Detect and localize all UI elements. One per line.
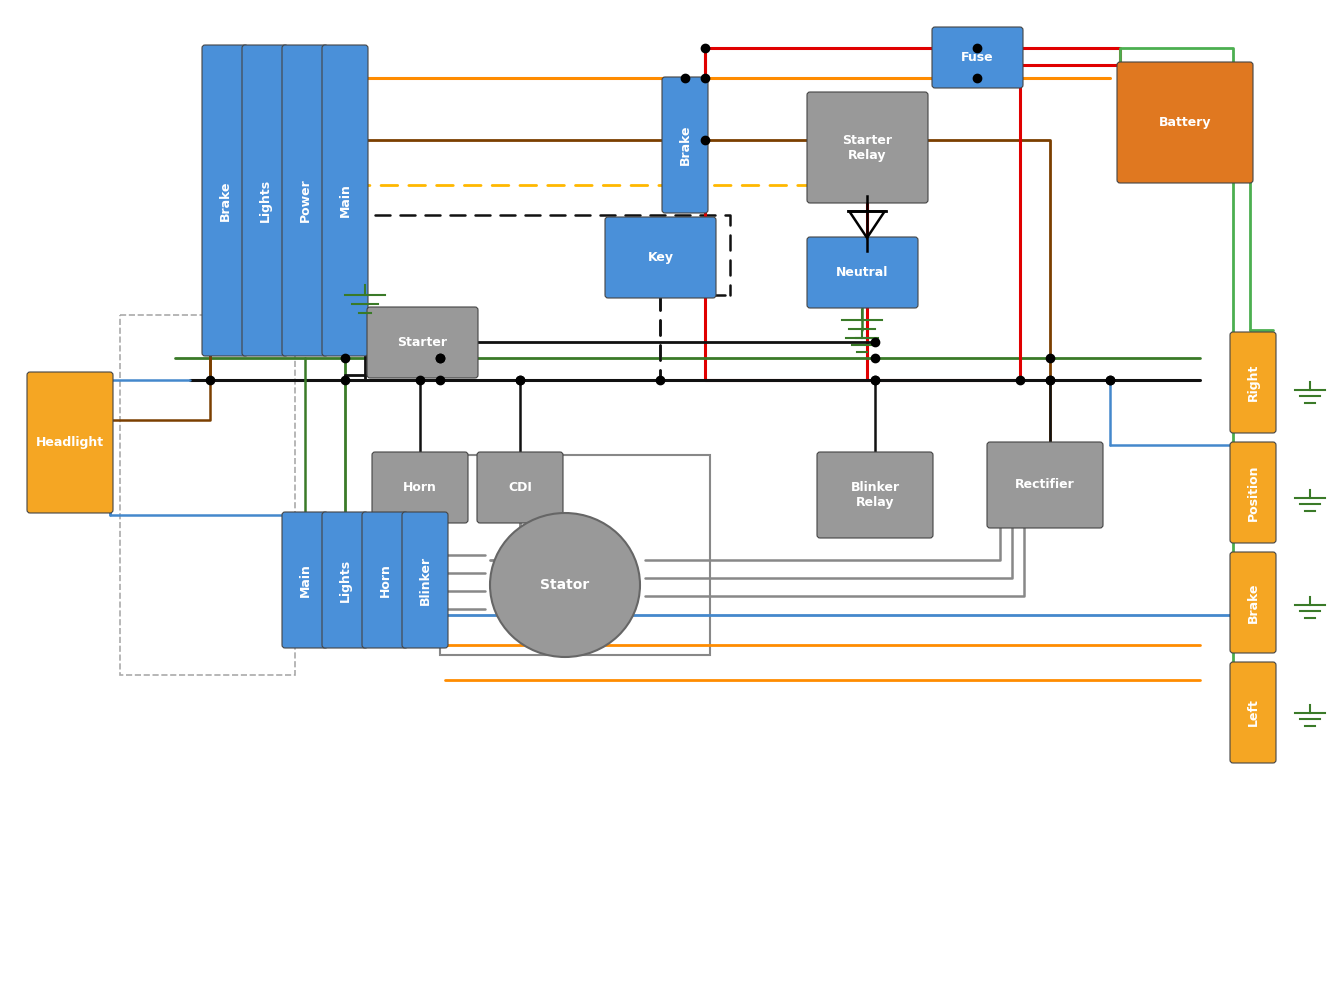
Text: Blinker: Blinker xyxy=(418,555,431,605)
Ellipse shape xyxy=(491,513,640,657)
FancyBboxPatch shape xyxy=(605,217,716,298)
FancyBboxPatch shape xyxy=(323,512,368,648)
Text: Horn: Horn xyxy=(379,563,391,597)
Text: Stator: Stator xyxy=(540,578,590,592)
Text: Position: Position xyxy=(1246,465,1259,521)
Text: Starter
Relay: Starter Relay xyxy=(843,133,892,161)
Bar xyxy=(439,455,710,655)
Text: Headlight: Headlight xyxy=(36,436,103,449)
Text: Brake: Brake xyxy=(679,125,692,165)
Text: Fuse: Fuse xyxy=(961,51,993,64)
Text: Brake: Brake xyxy=(1246,583,1259,623)
Text: Key: Key xyxy=(648,251,673,264)
FancyBboxPatch shape xyxy=(477,452,563,523)
Text: Power: Power xyxy=(298,178,312,223)
FancyBboxPatch shape xyxy=(1117,62,1253,183)
Text: Main: Main xyxy=(298,563,312,597)
Text: Lights: Lights xyxy=(339,558,352,602)
FancyBboxPatch shape xyxy=(202,45,249,356)
FancyBboxPatch shape xyxy=(27,372,113,513)
FancyBboxPatch shape xyxy=(1230,662,1275,763)
FancyBboxPatch shape xyxy=(806,237,918,308)
FancyBboxPatch shape xyxy=(931,27,1023,88)
Text: Neutral: Neutral xyxy=(836,266,888,279)
FancyBboxPatch shape xyxy=(282,45,328,356)
Text: Horn: Horn xyxy=(403,481,437,494)
FancyBboxPatch shape xyxy=(323,45,368,356)
Text: CDI: CDI xyxy=(508,481,532,494)
FancyBboxPatch shape xyxy=(817,452,933,538)
Text: Starter: Starter xyxy=(398,336,448,349)
FancyBboxPatch shape xyxy=(367,307,478,378)
FancyBboxPatch shape xyxy=(663,77,708,213)
FancyBboxPatch shape xyxy=(1230,442,1275,543)
Text: Blinker
Relay: Blinker Relay xyxy=(851,481,899,509)
Bar xyxy=(120,314,294,675)
Text: Lights: Lights xyxy=(258,179,271,222)
FancyBboxPatch shape xyxy=(1230,552,1275,653)
FancyBboxPatch shape xyxy=(282,512,328,648)
Text: Main: Main xyxy=(339,183,352,218)
FancyBboxPatch shape xyxy=(372,452,468,523)
Text: Battery: Battery xyxy=(1159,116,1211,129)
FancyBboxPatch shape xyxy=(986,442,1103,528)
FancyBboxPatch shape xyxy=(1230,332,1275,433)
Text: Right: Right xyxy=(1246,364,1259,401)
Text: Rectifier: Rectifier xyxy=(1015,479,1075,492)
FancyBboxPatch shape xyxy=(242,45,288,356)
Text: Brake: Brake xyxy=(219,180,231,221)
FancyBboxPatch shape xyxy=(806,92,927,203)
FancyBboxPatch shape xyxy=(402,512,448,648)
Text: Left: Left xyxy=(1246,699,1259,727)
FancyBboxPatch shape xyxy=(362,512,409,648)
